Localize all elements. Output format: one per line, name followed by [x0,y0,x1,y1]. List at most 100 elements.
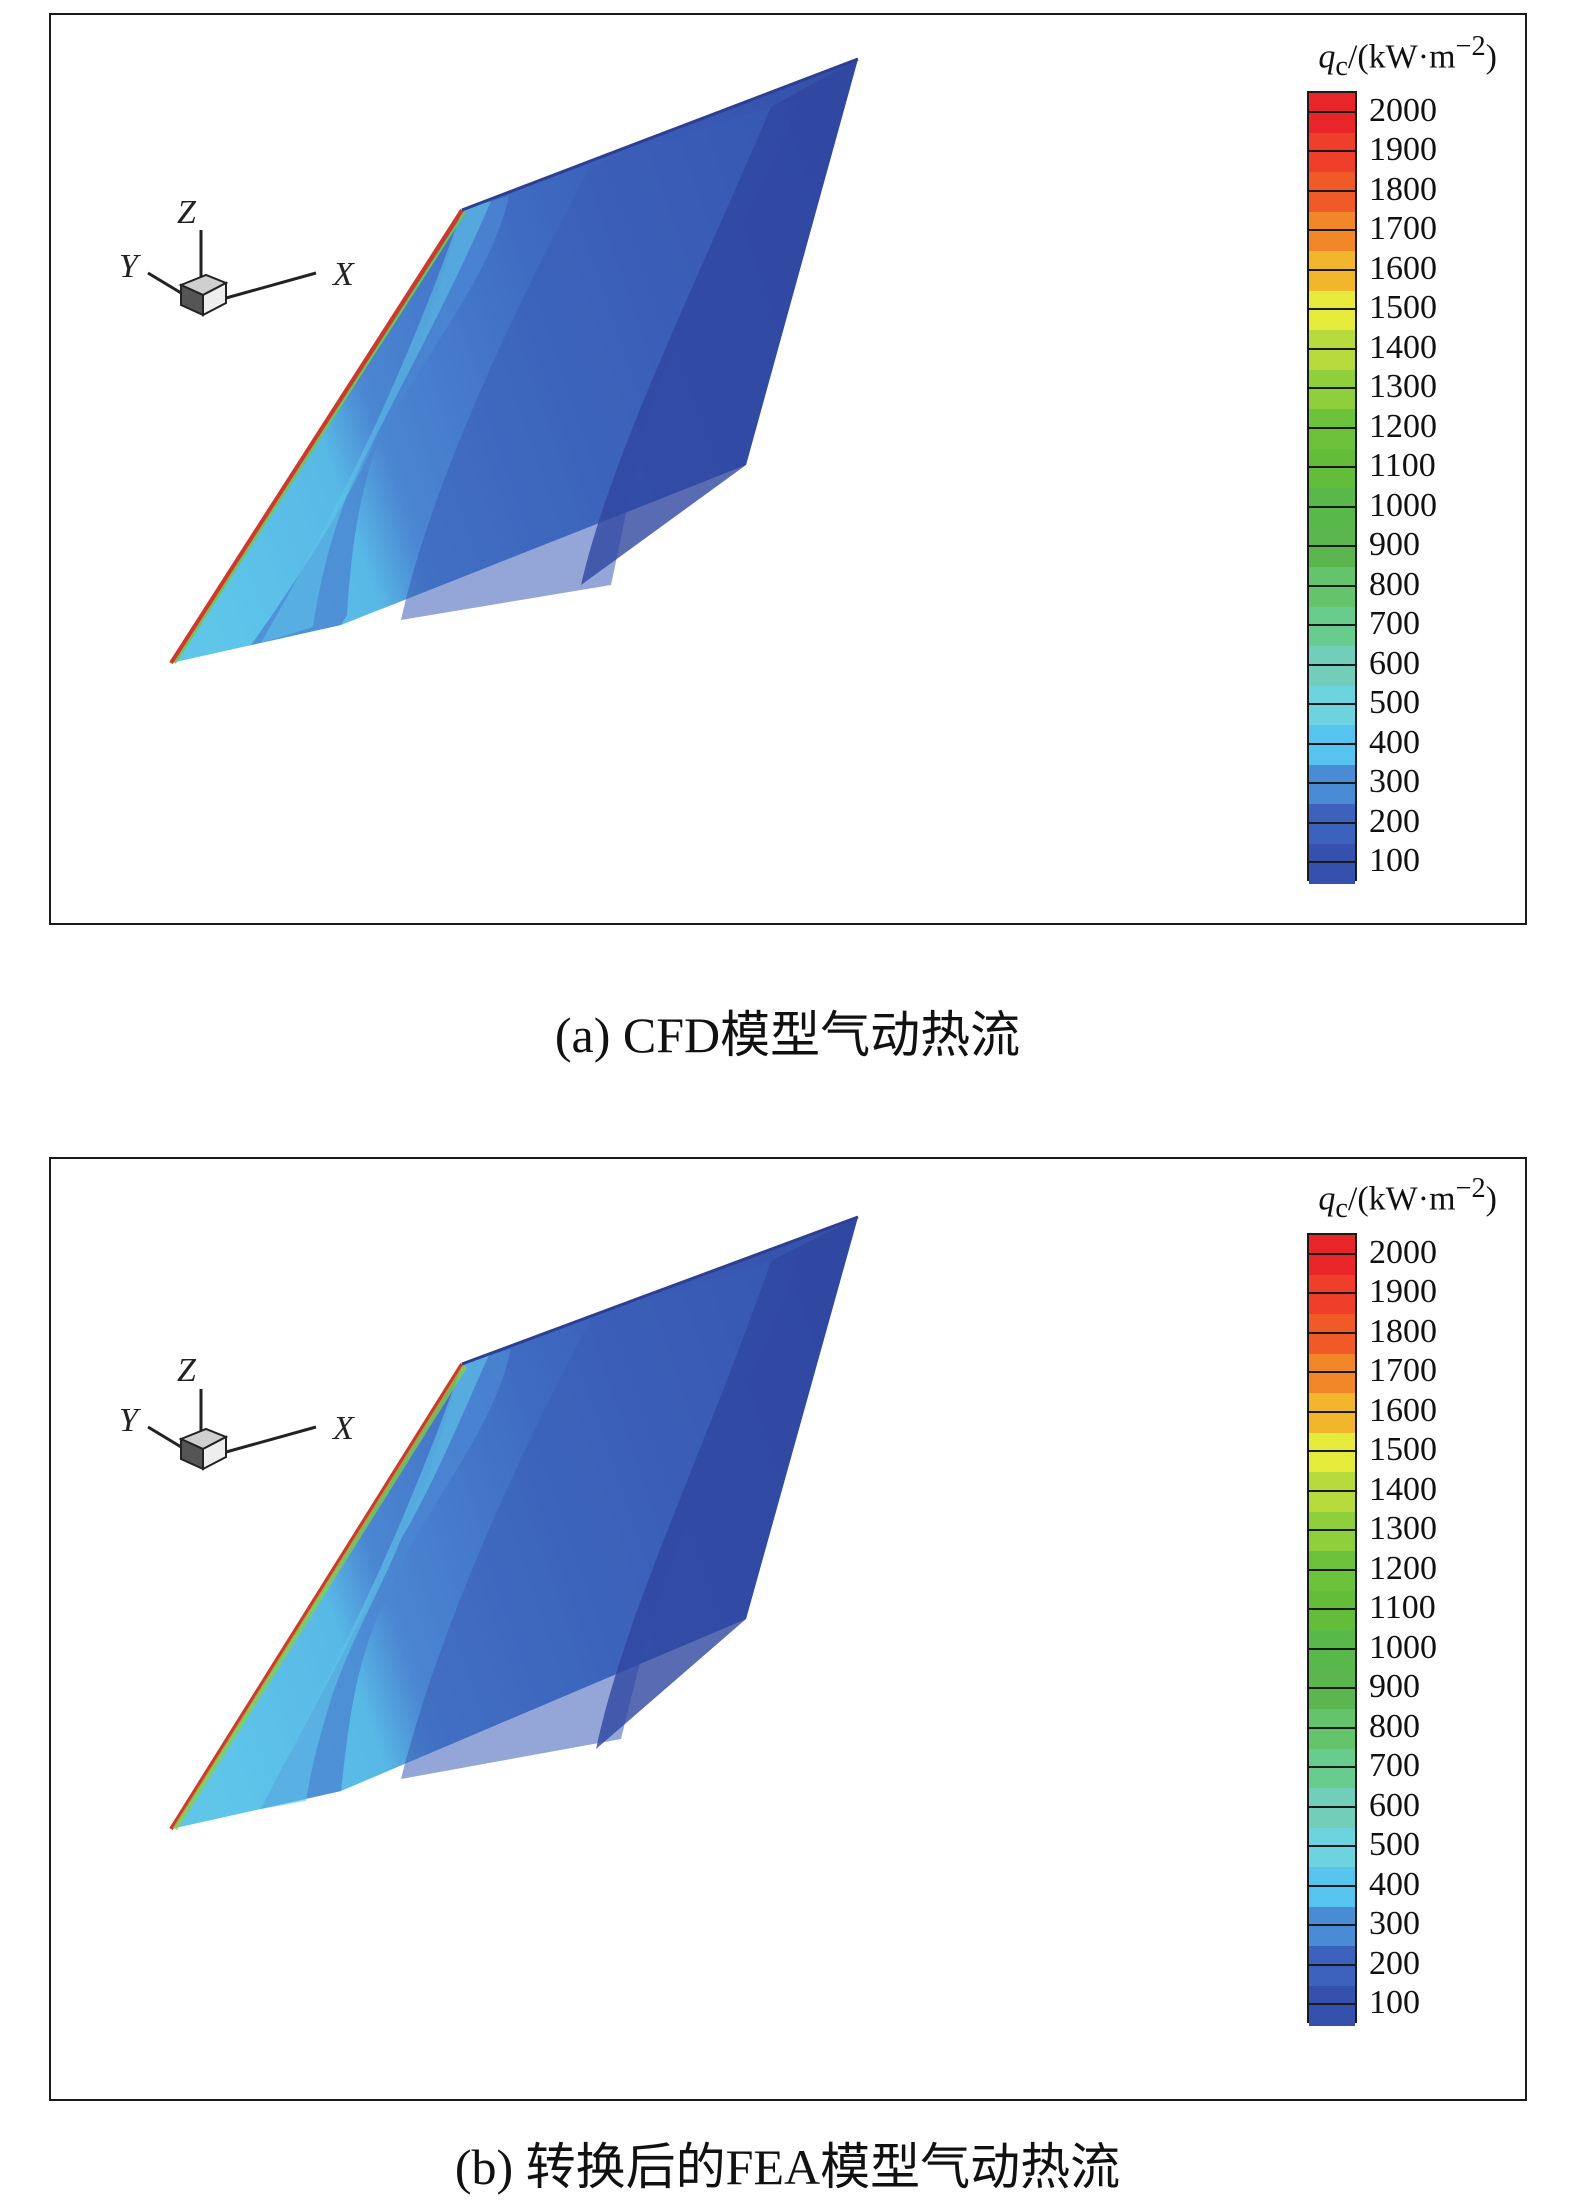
colorbar-swatch [1309,1472,1355,1512]
colorbar-tick [1307,1963,1357,1966]
colorbar-level-label: 700 [1369,605,1420,643]
contour-region-200 [401,97,801,620]
colorbar-level-label: 200 [1369,802,1420,840]
figure-panel-a: Z X Y qc/(kW·m−2) 2000 1900 1800 1700 1600 15… [49,13,1527,925]
colorbar-level-label: 1300 [1369,368,1437,406]
colorbar-level-label: 400 [1369,723,1420,761]
colorbar-swatch [1309,764,1355,805]
colorbar-swatch [1309,211,1355,252]
colorbar-tick [1307,1924,1357,1927]
colorbar-tick [1307,308,1357,311]
colorbar-swatch [1309,132,1355,173]
colorbar-tick [1307,1884,1357,1887]
colorbar-tick [1307,742,1357,745]
colorbar-tick [1307,584,1357,587]
colorbar-tick [1307,1845,1357,1848]
colorbar-level-label: 600 [1369,644,1420,682]
colorbar-level-label: 2000 [1369,91,1437,129]
colorbar-level-label: 1600 [1369,1391,1437,1429]
colorbar-level-label: 1700 [1369,210,1437,248]
colorbar-swatch [1309,527,1355,568]
colorbar-tick [1307,1252,1357,1255]
colorbar-level-label: 1400 [1369,328,1437,366]
colorbar-swatch [1309,1669,1355,1710]
colorbar-tick [1307,703,1357,706]
colorbar-tick [1307,466,1357,469]
leading-edge [169,208,464,665]
colorbar-level-label: 700 [1369,1747,1420,1785]
colorbar-level-label: 300 [1369,763,1420,801]
colorbar-tick [1307,1805,1357,1808]
colorbar-level-label: 1200 [1369,407,1437,445]
colorbar-tick [1307,821,1357,824]
colorbar-tick [1307,189,1357,192]
colorbar-swatch [1309,843,1355,884]
colorbar-level-label: 800 [1369,565,1420,603]
colorbar-tick [1307,387,1357,390]
colorbar-swatch [1309,1867,1355,1907]
contour-region-100 [596,1217,858,1749]
colorbar-tick [1307,505,1357,508]
colorbar-tick [1307,1450,1357,1453]
colorbar-tick [1307,663,1357,666]
axis-z-label: Z [177,194,197,231]
colorbar-tick [1307,1292,1357,1295]
colorbar-swatch [1309,330,1355,370]
colorbar-swatch [1309,1590,1355,1631]
colorbar-tick [1307,861,1357,864]
colorbar-tick [1307,268,1357,271]
colorbar-level-label: 500 [1369,1826,1420,1864]
colorbar-tick [1307,229,1357,232]
contour-region-200 [401,1251,801,1779]
colorbar-tick [1307,624,1357,627]
colorbar-tick [1307,1371,1357,1374]
colorbar-swatch [1309,172,1355,212]
caption-a: (a) CFD模型气动热流 [554,1007,1021,1063]
colorbar-swatch [1309,1314,1355,1354]
axis-y-label: Y [119,248,141,285]
colorbar-level-label: 900 [1369,526,1420,564]
colorbar-level-label: 1900 [1369,1273,1437,1311]
colorbar-level-label: 1500 [1369,1431,1437,1469]
leading-edge [169,1362,464,1831]
colorbar-level-label: 800 [1369,1707,1420,1745]
colorbar-tick [1307,1529,1357,1532]
colorbar-level-label: 1100 [1369,447,1436,485]
colorbar-level-label: 200 [1369,1944,1420,1982]
colorbar-tick [1307,545,1357,548]
axis-triad: Z X Y [119,194,355,317]
colorbar-swatch [1309,251,1355,291]
colorbar-swatch [1309,567,1355,607]
colorbar-swatch [1309,1432,1355,1473]
colorbar-tick [1307,1331,1357,1334]
colorbar-level-label: 1500 [1369,289,1437,327]
contour-region-400 [261,1355,489,1809]
colorbar-swatch [1309,93,1355,133]
colorbar-swatch [1309,1748,1355,1789]
colorbar-swatch [1309,1511,1355,1552]
colorbar-level-label: 100 [1369,1984,1420,2022]
colorbar-tick [1307,1489,1357,1492]
colorbar-swatch [1309,448,1355,489]
colorbar-tick [1307,1410,1357,1413]
colorbar-swatch [1309,606,1355,647]
colorbar-tick [1307,1766,1357,1769]
colorbar-level-label: 1000 [1369,486,1437,524]
colorbar-level-label: 600 [1369,1786,1420,1824]
colorbar-level-label: 100 [1369,842,1420,880]
colorbar-swatch [1309,1353,1355,1394]
colorbar-level-label: 1800 [1369,170,1437,208]
colorbar-level-label: 2000 [1369,1233,1437,1271]
colorbar-legend-a: qc/(kW·m−2) 2000 1900 1800 1700 1600 1500 1400… [1277,23,1497,884]
colorbar [1307,91,1357,884]
colorbar-swatch [1309,1985,1355,2026]
figure-panel-b: Z X Y qc/(kW·m−2) 2000 1900 1800 1700 1600 15… [49,1157,1527,2101]
colorbar-swatch [1309,1788,1355,1828]
colorbar-tick [1307,1726,1357,1729]
colorbar-swatch [1309,1827,1355,1868]
colorbar-level-label: 400 [1369,1865,1420,1903]
colorbar-swatch [1309,1906,1355,1947]
colorbar-level-label: 1900 [1369,131,1437,169]
colorbar-swatch [1309,369,1355,410]
colorbar-swatch [1309,685,1355,726]
